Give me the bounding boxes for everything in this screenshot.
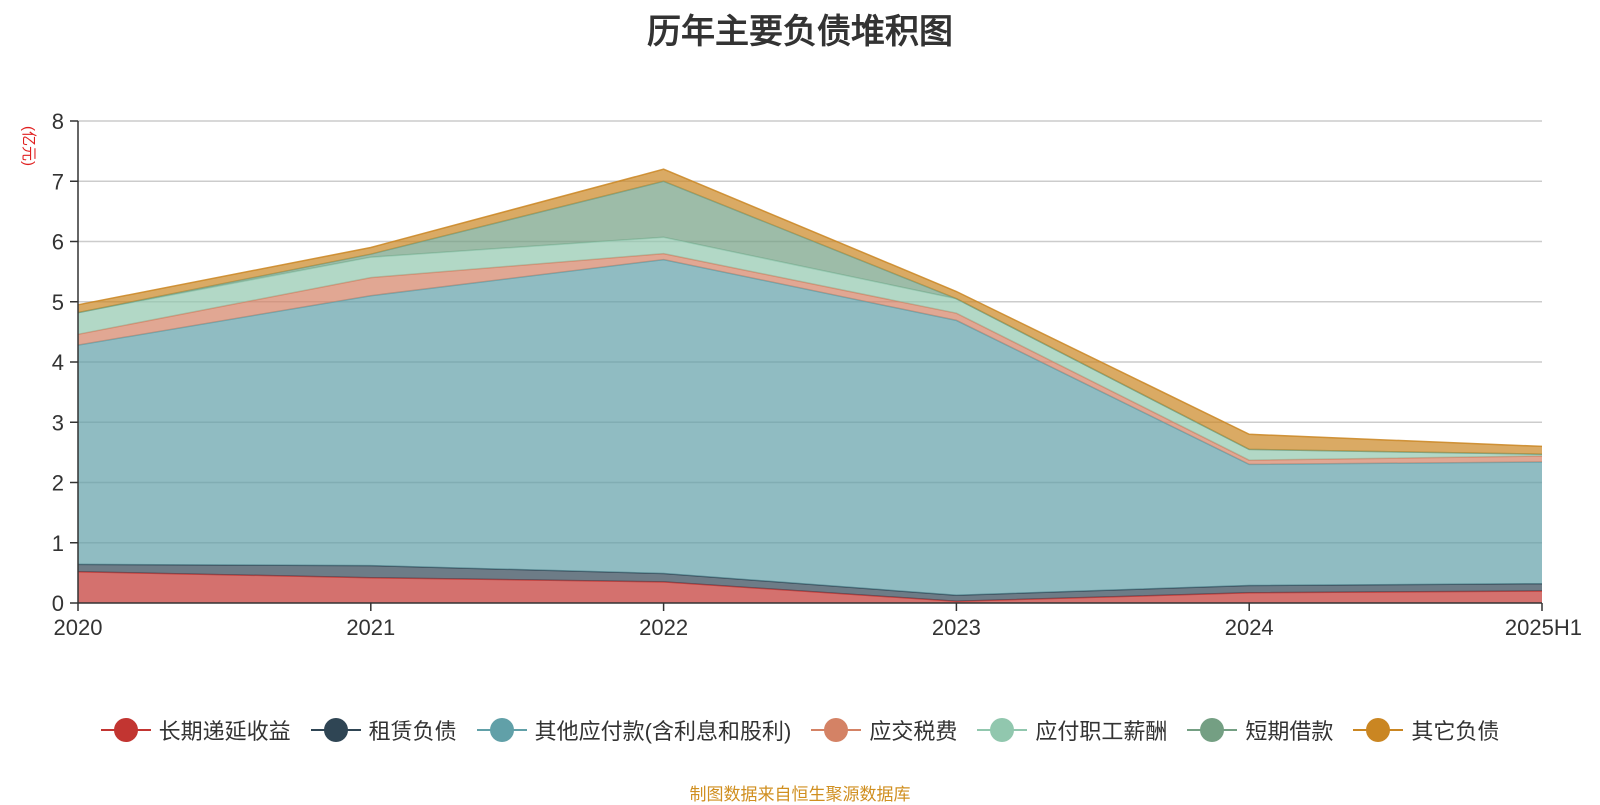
legend-label: 应付职工薪酬 [1035, 719, 1168, 744]
legend-marker-icon [476, 717, 527, 743]
series-area [78, 181, 1542, 455]
series-area [78, 237, 1542, 461]
legend-label: 其它负债 [1411, 719, 1500, 744]
stacked-areas [77, 168, 1543, 603]
legend-marker-icon [811, 717, 862, 743]
x-tick-label: 2023 [932, 615, 981, 640]
x-tick-label: 2020 [54, 615, 103, 640]
series-line [77, 168, 1543, 448]
y-tick-label: 8 [52, 109, 64, 134]
legend-label: 长期递延收益 [158, 719, 291, 744]
x-tick-label: 2022 [639, 615, 688, 640]
legend-item[interactable]: 短期借款 [1187, 714, 1333, 746]
x-tick-label: 2024 [1225, 615, 1274, 640]
x-tick-label: 2021 [346, 615, 395, 640]
y-tick-label: 2 [52, 471, 64, 496]
legend-marker-icon [100, 717, 151, 743]
source-note: 制图数据来自恒生聚源数据库 [689, 785, 911, 804]
series-area [78, 259, 1542, 596]
y-tick-label: 0 [52, 591, 64, 616]
legend-marker-icon [977, 717, 1028, 743]
legend-label: 应交税费 [869, 719, 958, 744]
legend-item[interactable]: 其它负债 [1353, 714, 1499, 746]
series-area [78, 564, 1542, 602]
chart-title: 历年主要负债堆积图 [647, 13, 953, 51]
legend-marker-icon [310, 717, 361, 743]
y-tick-label: 7 [52, 169, 64, 194]
y-tick-label: 5 [52, 290, 64, 315]
legend-item[interactable]: 其他应付款(含利息和股利) [476, 714, 792, 746]
y-tick-label: 3 [52, 410, 64, 435]
y-tick-label: 1 [52, 531, 64, 556]
axes: 0 1 2 3 4 5 6 7 8 2020 2021 2022 2023 2024 2025H1 [52, 109, 1582, 640]
legend-marker-icon [1353, 717, 1404, 743]
legend: 长期递延收益 租赁负债 其他应付款(含利息和股利) 应交税费 应付职工薪酬 短期借款 其它负… [0, 714, 1600, 746]
legend-label: 租赁负债 [368, 719, 457, 744]
legend-item[interactable]: 应交税费 [811, 714, 957, 746]
y-tick-label: 6 [52, 230, 64, 255]
x-tick-label: 2025H1 [1505, 615, 1582, 640]
legend-item[interactable]: 长期递延收益 [100, 714, 291, 746]
legend-label: 其他应付款(含利息和股利) [534, 719, 792, 744]
legend-label: 短期借款 [1245, 719, 1334, 744]
y-tick-label: 4 [52, 350, 64, 375]
legend-marker-icon [1187, 717, 1238, 743]
y-axis-label: (亿元) [20, 126, 37, 166]
legend-item[interactable]: 租赁负债 [310, 714, 457, 746]
legend-item[interactable]: 应付职工薪酬 [977, 714, 1167, 746]
